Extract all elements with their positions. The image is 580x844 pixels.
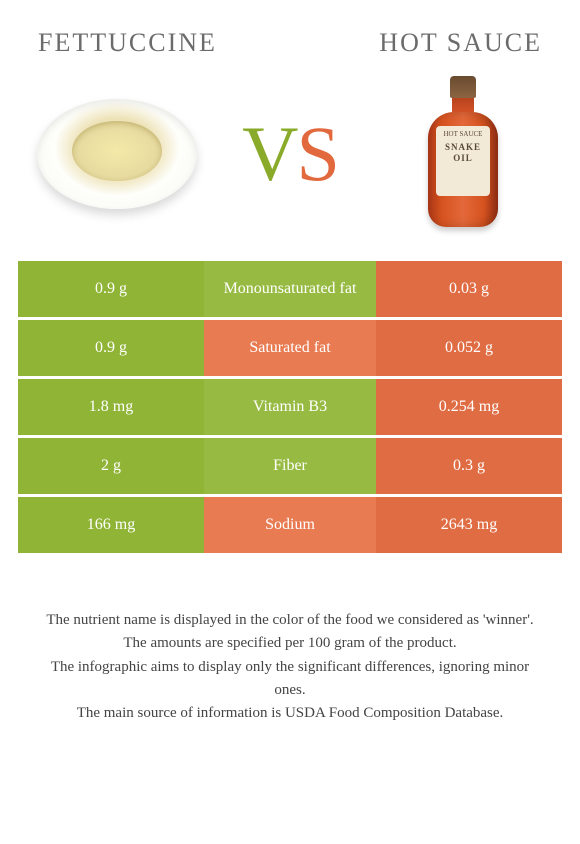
right-value-cell: 0.052 g (376, 320, 562, 376)
vs-label: VS (242, 109, 338, 199)
nutrient-name-cell: Monounsaturated fat (204, 261, 376, 317)
footer-line-1: The nutrient name is displayed in the co… (38, 609, 542, 632)
footer-line-4: The main source of information is USDA F… (38, 702, 542, 725)
footer-line-3: The infographic aims to display only the… (38, 656, 542, 703)
left-food-image (32, 76, 202, 231)
left-value-cell: 166 mg (18, 497, 204, 553)
table-row: 1.8 mgVitamin B30.254 mg (18, 379, 562, 435)
comparison-table: 0.9 gMonounsaturated fat0.03 g0.9 gSatur… (18, 261, 562, 553)
vs-v: V (242, 110, 296, 197)
bottle-label: HOT SAUCE SNAKE OIL (436, 126, 490, 196)
left-value-cell: 1.8 mg (18, 379, 204, 435)
nutrient-name-cell: Vitamin B3 (204, 379, 376, 435)
nutrient-name-cell: Sodium (204, 497, 376, 553)
right-food-image: HOT SAUCE SNAKE OIL (378, 76, 548, 231)
right-value-cell: 0.3 g (376, 438, 562, 494)
footer-notes: The nutrient name is displayed in the co… (18, 609, 562, 725)
vs-s: S (296, 110, 337, 197)
table-row: 0.9 gMonounsaturated fat0.03 g (18, 261, 562, 317)
table-row: 2 gFiber0.3 g (18, 438, 562, 494)
left-value-cell: 0.9 g (18, 320, 204, 376)
hero-row: VS HOT SAUCE SNAKE OIL (18, 66, 562, 261)
left-food-title: FETTUCCINE (38, 28, 217, 58)
hot-sauce-bottle-icon: HOT SAUCE SNAKE OIL (423, 76, 503, 231)
nutrient-name-cell: Fiber (204, 438, 376, 494)
right-food-title: HOT SAUCE (379, 28, 542, 58)
left-value-cell: 0.9 g (18, 261, 204, 317)
table-row: 166 mgSodium2643 mg (18, 497, 562, 553)
title-row: FETTUCCINE HOT SAUCE (18, 28, 562, 66)
right-value-cell: 0.03 g (376, 261, 562, 317)
fettuccine-plate-icon (37, 99, 197, 209)
right-value-cell: 0.254 mg (376, 379, 562, 435)
nutrient-name-cell: Saturated fat (204, 320, 376, 376)
footer-line-2: The amounts are specified per 100 gram o… (38, 632, 542, 655)
left-value-cell: 2 g (18, 438, 204, 494)
infographic-container: FETTUCCINE HOT SAUCE VS HOT SAUCE SNAKE … (0, 0, 580, 725)
table-row: 0.9 gSaturated fat0.052 g (18, 320, 562, 376)
right-value-cell: 2643 mg (376, 497, 562, 553)
